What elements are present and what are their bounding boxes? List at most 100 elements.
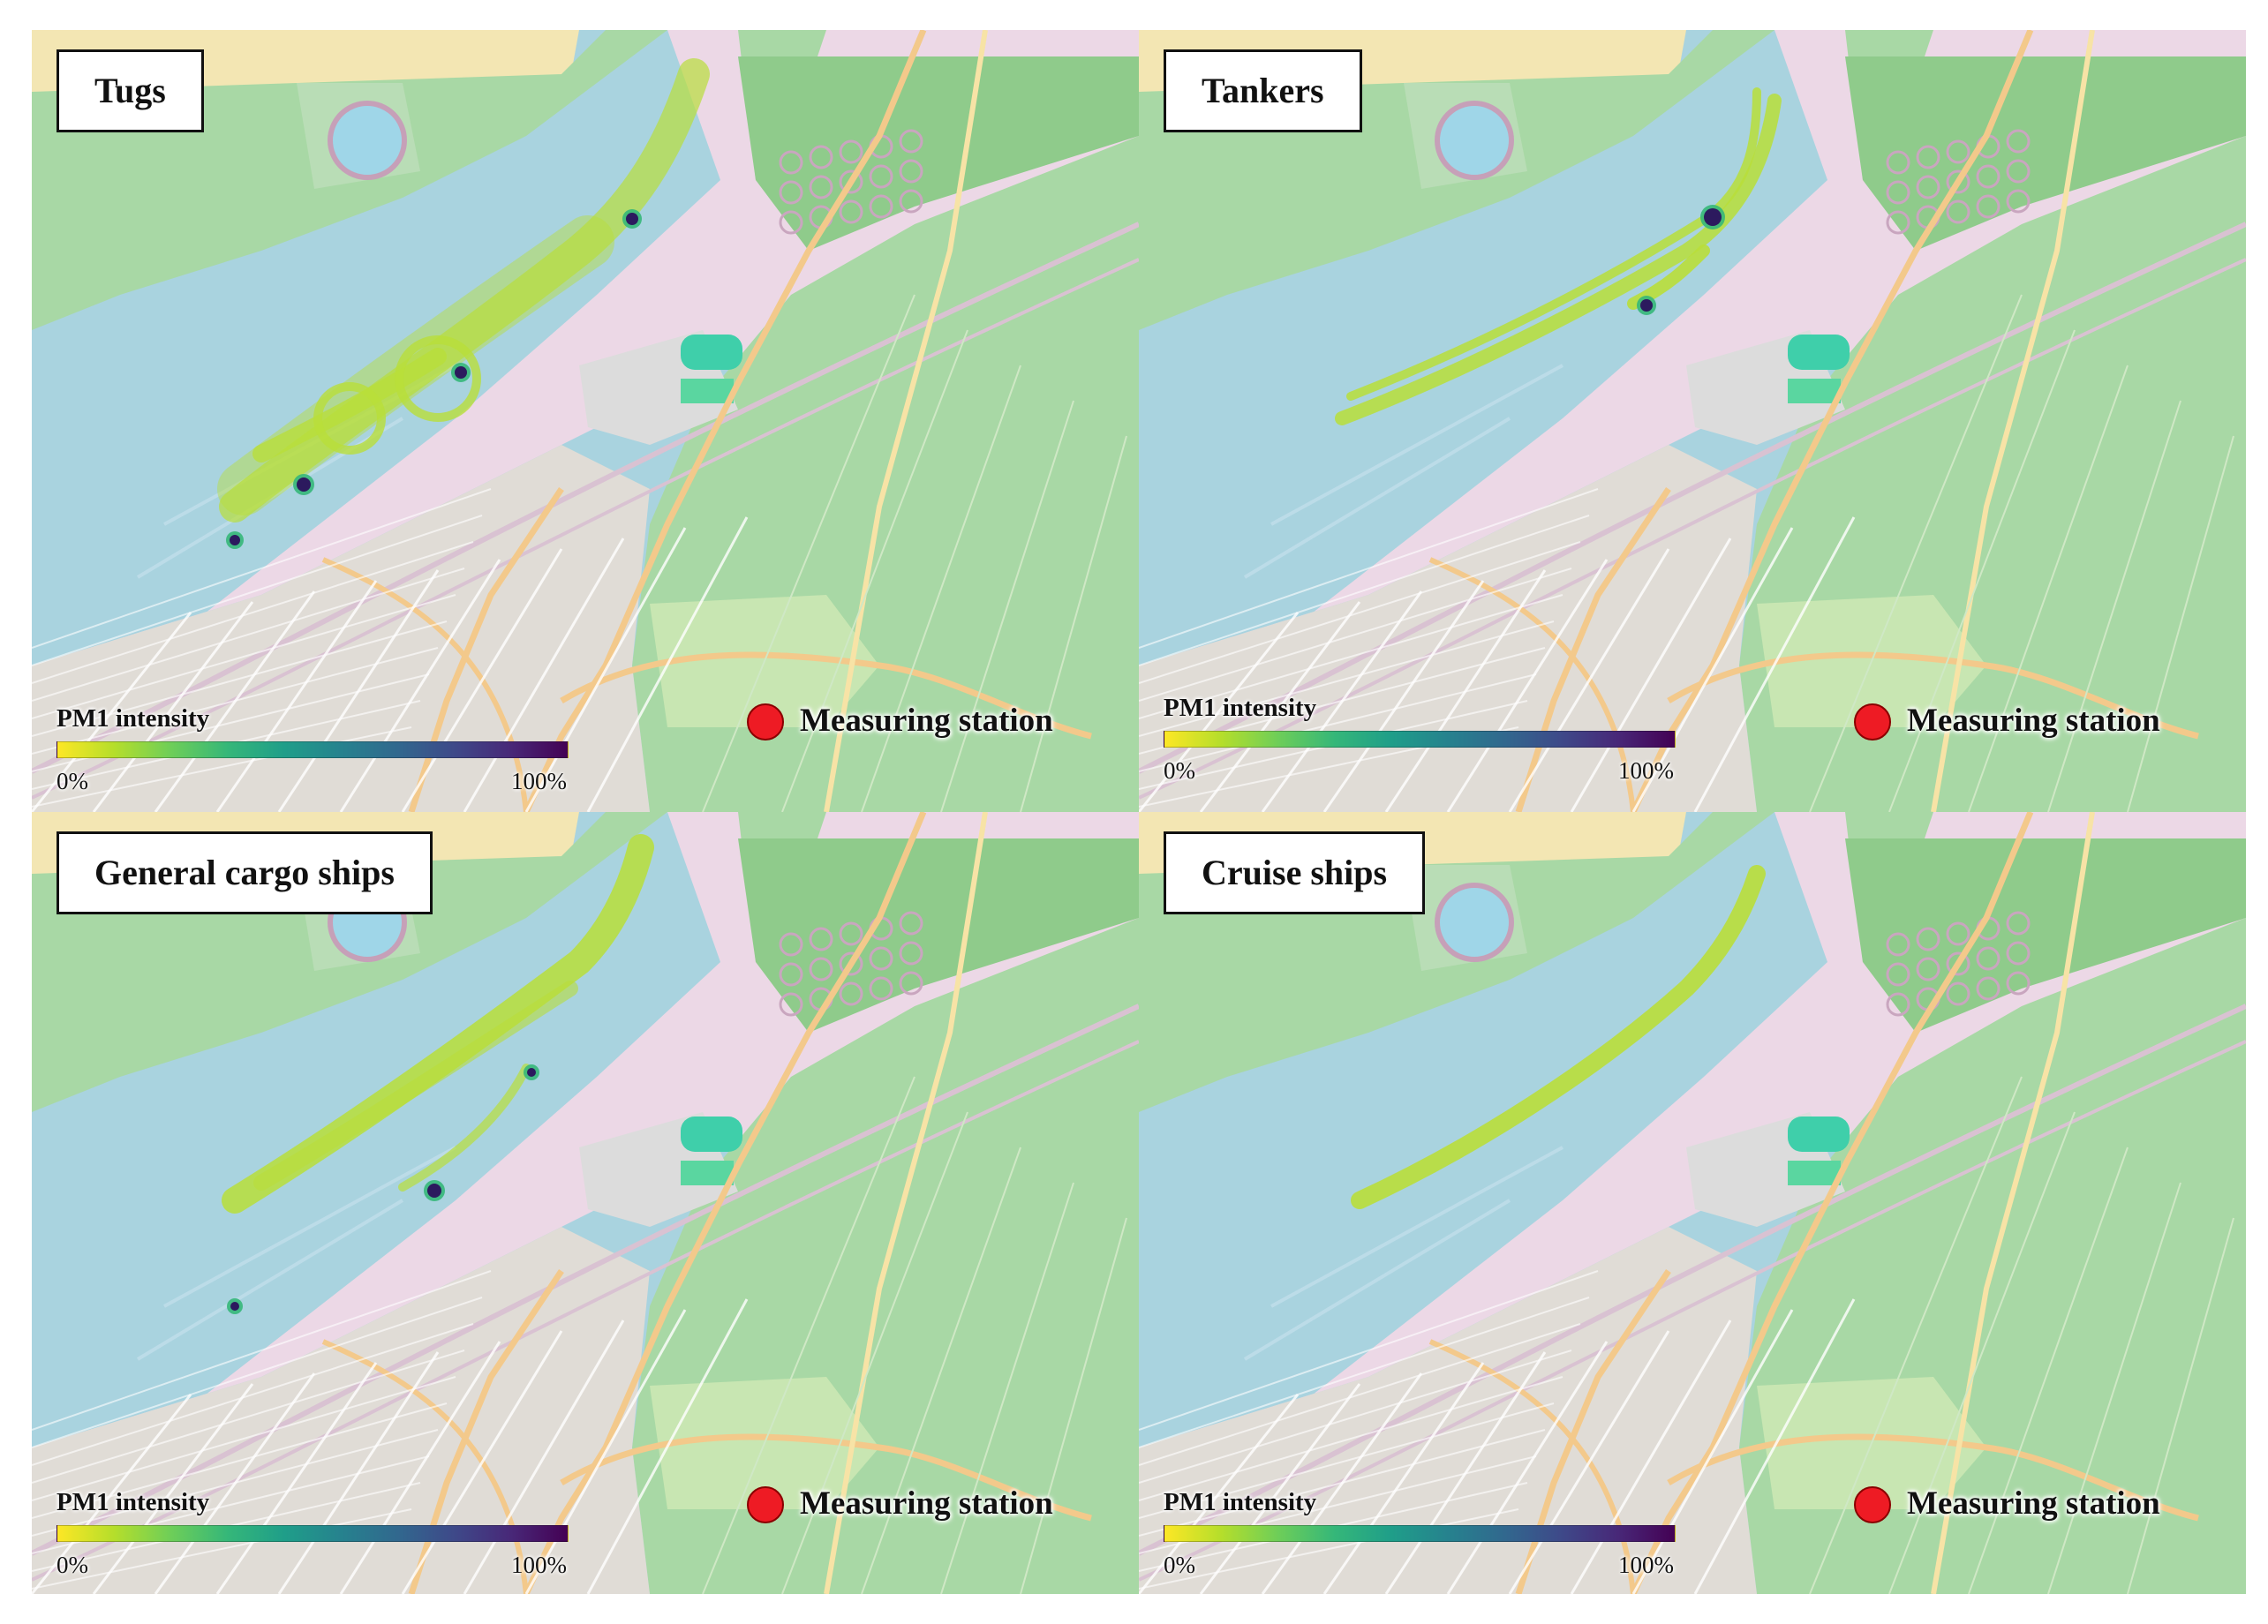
- legend-min: 0%: [1164, 1552, 1195, 1578]
- street: [1693, 516, 1856, 812]
- street: [1693, 1298, 1856, 1594]
- street: [32, 1508, 412, 1590]
- railway: [32, 258, 1139, 800]
- emission-track: [398, 1064, 531, 1192]
- street: [463, 538, 625, 812]
- road-major: [523, 30, 927, 812]
- street: [32, 1429, 439, 1537]
- street: [339, 1341, 501, 1594]
- railway: [1139, 222, 2246, 774]
- legend-min: 0%: [57, 1552, 88, 1578]
- measuring-station-marker: [747, 1486, 784, 1523]
- emission-hotspot: [626, 213, 638, 225]
- basemap: [1139, 812, 2246, 1594]
- street: [32, 612, 192, 812]
- street: [1139, 515, 1590, 666]
- road-secondary: [1931, 812, 2095, 1594]
- forest-path: [702, 294, 915, 812]
- road-secondary: [824, 812, 988, 1594]
- street: [32, 726, 412, 808]
- storage-tank: [839, 169, 863, 194]
- forest-path: [1968, 365, 2129, 812]
- storage-tank: [1976, 946, 2001, 971]
- street: [32, 594, 456, 719]
- street: [32, 488, 492, 649]
- storage-tank: [899, 129, 923, 154]
- street: [1139, 1297, 1590, 1448]
- street: [92, 1383, 254, 1594]
- street: [32, 620, 448, 737]
- storage-tank: [1886, 210, 1910, 235]
- street: [1570, 1320, 1732, 1594]
- forest-path: [2127, 1217, 2234, 1594]
- storage-tank: [1976, 164, 2001, 189]
- street: [1139, 673, 1537, 772]
- legend-min: 0%: [1164, 757, 1195, 784]
- street: [1139, 1402, 1555, 1519]
- legend-label: PM1 intensity: [57, 1488, 210, 1516]
- street: [32, 1350, 465, 1484]
- storage-tank: [1946, 951, 1970, 976]
- map-panel-tugs: Tugs PM1 intensity 0% 100% Measuring sta…: [32, 30, 1139, 812]
- forest-path: [940, 1182, 1074, 1594]
- emission-track: [1346, 87, 1761, 401]
- road-major: [1515, 487, 1671, 812]
- street: [1139, 568, 1572, 702]
- storage-tank: [2006, 159, 2031, 184]
- street: [1139, 1270, 1599, 1431]
- sports-field: [1788, 1116, 1850, 1152]
- storage-tank: [1946, 921, 1970, 946]
- emission-track: [253, 981, 578, 1191]
- street: [401, 548, 563, 812]
- railway: [32, 1004, 1139, 1556]
- measuring-station-label: Measuring station: [800, 703, 1053, 739]
- storage-tank: [2006, 941, 2031, 966]
- emission-hotspot: [427, 1184, 441, 1198]
- legend-colorbar: [1164, 731, 1676, 748]
- storage-tank: [1976, 976, 2001, 1001]
- legend-colorbar: [57, 1525, 569, 1542]
- street: [339, 559, 501, 812]
- storage-tank: [1886, 932, 1910, 957]
- storage-tank: [839, 199, 863, 224]
- legend-label: PM1 intensity: [1164, 1488, 1317, 1516]
- road-major: [560, 651, 1092, 740]
- storage-tank: [1886, 992, 1910, 1017]
- forest-path: [1968, 1147, 2129, 1594]
- street: [401, 1330, 563, 1594]
- panel-title: Tankers: [1164, 49, 1362, 132]
- street: [32, 1376, 456, 1501]
- railway: [1139, 1004, 2246, 1556]
- storage-tank: [779, 932, 803, 957]
- railway: [32, 1040, 1139, 1582]
- street: [1139, 612, 1300, 812]
- emission-loop: [313, 382, 386, 455]
- street: [1322, 580, 1485, 812]
- storage-tank: [899, 159, 923, 184]
- street: [1139, 1350, 1572, 1484]
- storage-tank: [839, 921, 863, 946]
- forest-path: [2047, 400, 2181, 812]
- forest-path: [1020, 1217, 1127, 1594]
- railway: [32, 222, 1139, 774]
- storage-tank: [839, 139, 863, 164]
- forest-path: [2127, 435, 2234, 812]
- legend-colorbar: [1164, 1525, 1676, 1542]
- street: [92, 601, 254, 812]
- street: [524, 1309, 687, 1594]
- storage-tank: [869, 164, 893, 189]
- fort-moat: [1435, 883, 1514, 962]
- storage-tank: [1946, 199, 1970, 224]
- street: [32, 1323, 474, 1466]
- street: [1508, 1330, 1670, 1594]
- storage-tank: [1946, 139, 1970, 164]
- forest-path: [1888, 1111, 2076, 1594]
- quay-line: [136, 1146, 456, 1361]
- storage-tank: [779, 210, 803, 235]
- road-major: [560, 1433, 1092, 1522]
- road-major: [1428, 557, 1636, 812]
- street: [1139, 1323, 1581, 1466]
- street: [1322, 1362, 1485, 1594]
- storage-tank: [839, 951, 863, 976]
- sports-field: [1788, 335, 1850, 370]
